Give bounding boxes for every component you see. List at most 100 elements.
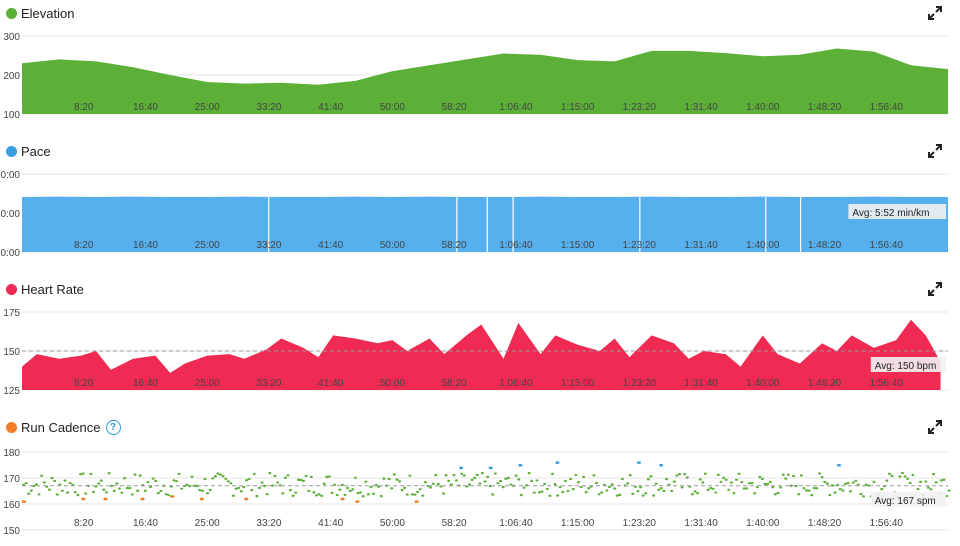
cadence-point [270,484,274,487]
x-tick-label: 8:20 [74,102,94,113]
cadence-point [405,493,409,496]
cadence-point [703,472,707,475]
cadence-point [859,493,863,496]
cadence-point [779,486,783,489]
cadence-point [509,483,513,486]
cadence-point [421,494,425,497]
x-tick-label: 25:00 [195,518,220,529]
cadence-high-point [836,464,841,467]
cadence-point [659,487,663,490]
cadence-point [727,488,731,491]
cadence-point [545,487,549,491]
cadence-point [400,488,404,492]
cadence-point [76,494,80,497]
cadence-point [255,495,259,498]
cadence-point [890,474,894,477]
cadence-point [206,492,210,495]
cadence-point [620,477,624,481]
cadence-point [750,481,754,485]
cadence-point [208,488,212,492]
x-tick-label: 58:20 [442,518,467,529]
cadence-point [496,482,500,485]
cadence-point [696,492,700,495]
cadence-point [447,479,451,482]
cadence-point [439,485,443,488]
cadence-point [314,494,318,497]
expand-icon[interactable] [928,144,942,158]
cadence-point [247,477,251,481]
cadence-point [823,480,827,484]
cadence-point [429,486,433,489]
cadence-point [636,489,640,493]
x-tick-label: 8:20 [74,518,94,529]
cadence-point [773,493,777,496]
cadence-point [916,487,920,491]
cadence-point [654,482,658,485]
x-tick-label: 1:56:40 [870,240,904,251]
avg-label-box [848,204,946,219]
y-tick-label: 150 [3,526,20,537]
avg-label-box [870,357,946,372]
cadence-point [444,474,448,477]
x-tick-label: 16:40 [133,518,158,529]
cadence-point [55,493,59,496]
cadence-point [343,493,347,496]
cadence-point [34,483,38,486]
cadence-point [530,479,534,482]
cadence-point [675,474,679,477]
x-tick-label: 16:40 [133,102,158,113]
cadence-point [766,482,770,486]
cadence-point [112,489,116,492]
cadence-point [872,480,876,483]
cadence-point [211,477,215,480]
elevation-area [22,48,948,115]
cadence-point [395,478,399,481]
cadence-point [309,475,313,478]
cadence-point [926,486,930,489]
expand-icon[interactable] [928,6,942,20]
cadence-point [317,493,321,496]
cadence-point [338,488,342,491]
x-tick-label: 33:20 [256,378,281,389]
cadence-point [265,493,269,496]
x-tick-label: 1:31:40 [684,518,718,529]
cadence-point [462,474,466,477]
y-tick-label: 200 [3,71,20,82]
cadence-point [351,488,355,491]
cadence-point [203,477,207,481]
cadence-point [234,487,238,490]
cadence-low-point [414,500,419,503]
expand-icon[interactable] [928,420,942,434]
cadence-point [296,478,300,481]
help-icon[interactable]: ? [105,419,121,435]
pace-title: Pace [6,142,51,160]
cadence-point [283,476,287,479]
cadence-point [690,493,694,496]
cadence-point [130,493,134,496]
cadence-point [340,483,344,486]
heart-rate-label: Heart Rate [21,281,84,297]
cadence-point [610,483,614,486]
cadence-point [42,481,46,484]
elevation-panel: Elevation 300 200 100 8:20 16:40 25:00 33:20 41… [0,0,960,138]
x-tick-label: 1:40:00 [746,378,780,389]
heart-rate-panel: Heart Rate 175 150 125 8:20 16:40 25:00 33:20 4… [0,276,960,414]
cadence-point [58,483,62,486]
cadence-point [763,482,767,486]
cadence-point [932,472,936,476]
cadence-point [289,489,293,492]
cadence-point [737,472,741,475]
x-tick-label: 1:48:20 [808,378,842,389]
cadence-point [613,487,617,490]
cadence-point [810,494,814,497]
cadence-point [273,474,277,477]
cadence-point [486,475,490,478]
cadence-point [239,490,243,493]
pace-panel: Pace 0:00 10:00 20:00 8:20 16:40 25:00 33:20 41… [0,138,960,276]
cadence-point [286,474,290,477]
x-tick-label: 1:40:00 [746,240,780,251]
expand-icon[interactable] [928,282,942,296]
cadence-point [862,495,866,498]
cadence-point [449,483,453,486]
cadence-point [849,490,853,493]
